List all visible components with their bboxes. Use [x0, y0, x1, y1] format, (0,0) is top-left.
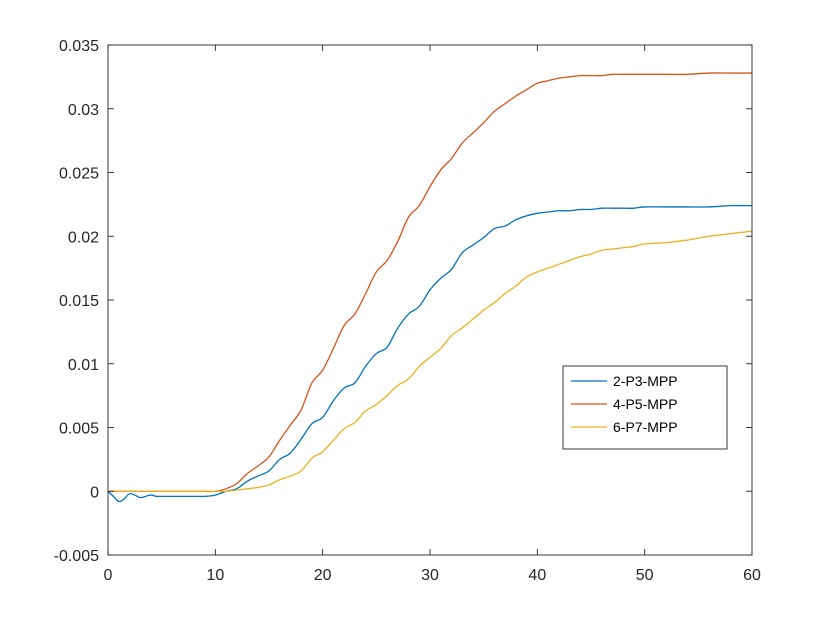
x-tick-label: 0 — [104, 567, 113, 584]
x-tick-label: 60 — [743, 567, 761, 584]
legend-label: 4-P5-MPP — [613, 396, 678, 412]
plot-area — [108, 45, 752, 555]
axes-layer: 0 10 20 30 40 50 60 -0.005 0 0.005 0.01 0.015 0.02 0.… — [54, 38, 761, 584]
series-line-6-p7-mpp — [107, 230, 753, 493]
x-tick-label: 10 — [206, 567, 224, 584]
series-layer — [107, 72, 753, 503]
x-tick-label: 40 — [528, 567, 546, 584]
y-tick-label: 0.025 — [59, 166, 99, 183]
x-tick-label: 50 — [636, 567, 654, 584]
y-tick-label: 0.015 — [59, 293, 99, 310]
y-tick-label: 0.005 — [59, 421, 99, 438]
x-tick-label: 30 — [421, 567, 439, 584]
y-tick-label: 0.035 — [59, 38, 99, 55]
x-tick-label: 20 — [314, 567, 332, 584]
series-line-2-p3-mpp — [107, 204, 753, 503]
series-line-4-p5-mpp — [107, 72, 752, 493]
y-tick-label: -0.005 — [54, 548, 99, 565]
y-tick-label: 0.03 — [68, 102, 99, 119]
legend-label: 2-P3-MPP — [613, 373, 678, 389]
y-tick-label: 0 — [90, 484, 99, 501]
y-tick-label: 0.01 — [68, 357, 99, 374]
legend-box — [562, 365, 728, 450]
legend: 2-P3-MPP 4-P5-MPP 6-P7-MPP — [562, 365, 728, 450]
legend-label: 6-P7-MPP — [613, 419, 678, 435]
y-tick-label: 0.02 — [68, 229, 99, 246]
